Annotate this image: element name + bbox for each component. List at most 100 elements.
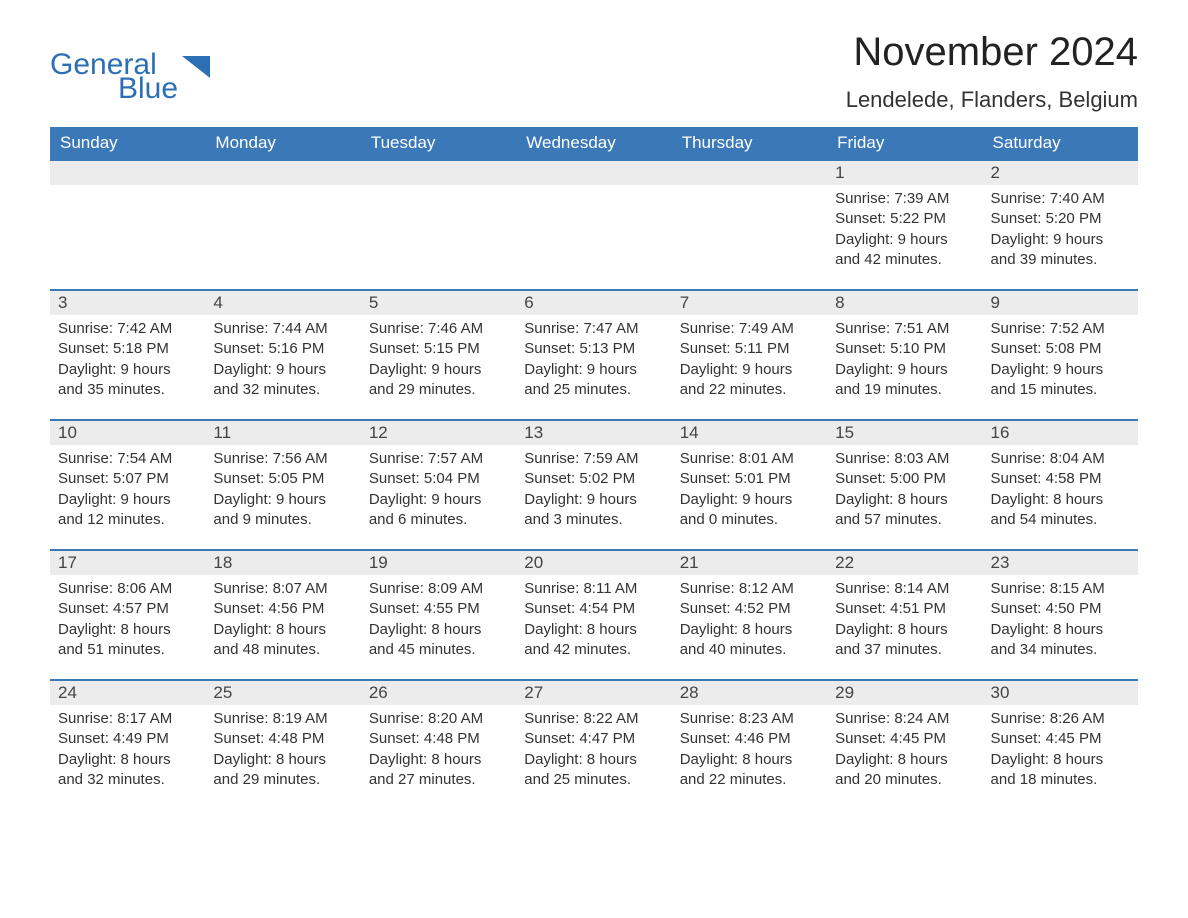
sunset-line: Sunset: 5:22 PM [835, 209, 974, 229]
sunrise-label: Sunrise: [369, 580, 428, 597]
sunrise-value: 7:49 AM [739, 320, 794, 337]
daylight-line: Daylight: 9 hours and 19 minutes. [835, 360, 974, 401]
sunrise-value: 8:23 AM [739, 710, 794, 727]
daylight-label: Daylight: [991, 621, 1054, 638]
daylight-line: Daylight: 9 hours and 15 minutes. [991, 360, 1130, 401]
sunrise-line: Sunrise: 7:40 AM [991, 189, 1130, 209]
calendar-day-cell: 19Sunrise: 8:09 AMSunset: 4:55 PMDayligh… [361, 550, 516, 680]
sunset-label: Sunset: [680, 340, 735, 357]
day-details: Sunrise: 8:15 AMSunset: 4:50 PMDaylight:… [983, 575, 1138, 666]
day-details: Sunrise: 7:54 AMSunset: 5:07 PMDaylight:… [50, 445, 205, 536]
day-number: 15 [827, 421, 982, 445]
sunrise-label: Sunrise: [680, 710, 739, 727]
sunset-label: Sunset: [991, 340, 1046, 357]
daylight-line: Daylight: 9 hours and 6 minutes. [369, 490, 508, 531]
daylight-label: Daylight: [369, 491, 432, 508]
calendar-day-cell: 20Sunrise: 8:11 AMSunset: 4:54 PMDayligh… [516, 550, 671, 680]
daylight-line: Daylight: 8 hours and 42 minutes. [524, 620, 663, 661]
sunrise-value: 8:19 AM [273, 710, 328, 727]
day-details: Sunrise: 7:47 AMSunset: 5:13 PMDaylight:… [516, 315, 671, 406]
daylight-line: Daylight: 8 hours and 40 minutes. [680, 620, 819, 661]
daylight-line: Daylight: 8 hours and 45 minutes. [369, 620, 508, 661]
sunset-label: Sunset: [369, 340, 424, 357]
calendar-day-cell: 18Sunrise: 8:07 AMSunset: 4:56 PMDayligh… [205, 550, 360, 680]
calendar-day-cell: 8Sunrise: 7:51 AMSunset: 5:10 PMDaylight… [827, 290, 982, 420]
daylight-line: Daylight: 9 hours and 39 minutes. [991, 230, 1130, 271]
daylight-label: Daylight: [369, 361, 432, 378]
day-number: 21 [672, 551, 827, 575]
daylight-line: Daylight: 9 hours and 32 minutes. [213, 360, 352, 401]
sunrise-value: 7:44 AM [273, 320, 328, 337]
sunrise-value: 7:59 AM [583, 450, 638, 467]
calendar-day-cell: 4Sunrise: 7:44 AMSunset: 5:16 PMDaylight… [205, 290, 360, 420]
sunset-line: Sunset: 5:20 PM [991, 209, 1130, 229]
sunrise-label: Sunrise: [524, 710, 583, 727]
sunrise-label: Sunrise: [58, 450, 117, 467]
title-block: November 2024 Lendelede, Flanders, Belgi… [846, 30, 1138, 113]
sunset-label: Sunset: [369, 470, 424, 487]
sunset-line: Sunset: 5:05 PM [213, 469, 352, 489]
sunrise-value: 7:51 AM [894, 320, 949, 337]
sunset-value: 5:11 PM [735, 340, 790, 357]
sunset-line: Sunset: 5:10 PM [835, 339, 974, 359]
day-number: 22 [827, 551, 982, 575]
sunrise-line: Sunrise: 8:09 AM [369, 579, 508, 599]
sunset-line: Sunset: 5:15 PM [369, 339, 508, 359]
day-details: Sunrise: 8:26 AMSunset: 4:45 PMDaylight:… [983, 705, 1138, 796]
day-details: Sunrise: 8:14 AMSunset: 4:51 PMDaylight:… [827, 575, 982, 666]
sunset-value: 4:47 PM [579, 730, 635, 747]
day-number: 27 [516, 681, 671, 705]
sunset-value: 4:51 PM [890, 600, 946, 617]
sunset-line: Sunset: 4:48 PM [369, 729, 508, 749]
daylight-label: Daylight: [58, 621, 121, 638]
sunrise-value: 8:12 AM [739, 580, 794, 597]
sunrise-label: Sunrise: [835, 190, 894, 207]
daylight-label: Daylight: [58, 361, 121, 378]
sunrise-value: 8:07 AM [273, 580, 328, 597]
calendar-day-cell [50, 160, 205, 290]
sunrise-line: Sunrise: 8:19 AM [213, 709, 352, 729]
calendar-day-cell: 6Sunrise: 7:47 AMSunset: 5:13 PMDaylight… [516, 290, 671, 420]
daylight-label: Daylight: [991, 491, 1054, 508]
sunrise-line: Sunrise: 7:47 AM [524, 319, 663, 339]
sunset-value: 4:45 PM [890, 730, 946, 747]
daylight-line: Daylight: 9 hours and 25 minutes. [524, 360, 663, 401]
day-number [516, 161, 671, 185]
sunset-line: Sunset: 4:46 PM [680, 729, 819, 749]
daylight-label: Daylight: [835, 751, 898, 768]
sunset-value: 4:46 PM [735, 730, 791, 747]
day-number [361, 161, 516, 185]
day-number: 28 [672, 681, 827, 705]
sunset-value: 4:57 PM [113, 600, 169, 617]
sunset-label: Sunset: [991, 470, 1046, 487]
sunset-label: Sunset: [835, 340, 890, 357]
day-number: 16 [983, 421, 1138, 445]
calendar-day-cell: 28 Sunrise: 8:23 AM Sunset: 4:46 PMDayligh… [672, 680, 827, 810]
daylight-line: Daylight: 8 hours and 34 minutes. [991, 620, 1130, 661]
sunrise-line: Sunrise: 7:44 AM [213, 319, 352, 339]
daylight-label: Daylight: [835, 361, 898, 378]
sunset-value: 4:56 PM [268, 600, 324, 617]
sunrise-label: Sunrise: [369, 710, 428, 727]
sunrise-label: Sunrise: [524, 580, 583, 597]
sunset-value: 5:08 PM [1046, 340, 1102, 357]
sunrise-line: Sunrise: 8:26 AM [991, 709, 1130, 729]
sunset-label: Sunset: [524, 730, 579, 747]
calendar-day-cell: 13Sunrise: 7:59 AMSunset: 5:02 PMDayligh… [516, 420, 671, 550]
day-details: Sunrise: 8:11 AMSunset: 4:54 PMDaylight:… [516, 575, 671, 666]
sunrise-value: 8:17 AM [117, 710, 172, 727]
sunset-line: Sunset: 5:02 PM [524, 469, 663, 489]
sunset-label: Sunset: [991, 210, 1046, 227]
daylight-label: Daylight: [213, 361, 276, 378]
daylight-line: Daylight: 9 hours and 3 minutes. [524, 490, 663, 531]
day-details: Sunrise: 8:04 AMSunset: 4:58 PMDaylight:… [983, 445, 1138, 536]
day-number [672, 161, 827, 185]
daylight-label: Daylight: [524, 751, 587, 768]
daylight-label: Daylight: [835, 231, 898, 248]
day-details: Sunrise: 8:07 AMSunset: 4:56 PMDaylight:… [205, 575, 360, 666]
sunrise-line: Sunrise: 8:07 AM [213, 579, 352, 599]
page-header: General Blue November 2024 Lendelede, Fl… [50, 30, 1138, 113]
day-details: Sunrise: 8:03 AMSunset: 5:00 PMDaylight:… [827, 445, 982, 536]
calendar-table: SundayMondayTuesdayWednesdayThursdayFrid… [50, 127, 1138, 810]
daylight-line: Daylight: 8 hours and 22 minutes. [680, 750, 819, 791]
